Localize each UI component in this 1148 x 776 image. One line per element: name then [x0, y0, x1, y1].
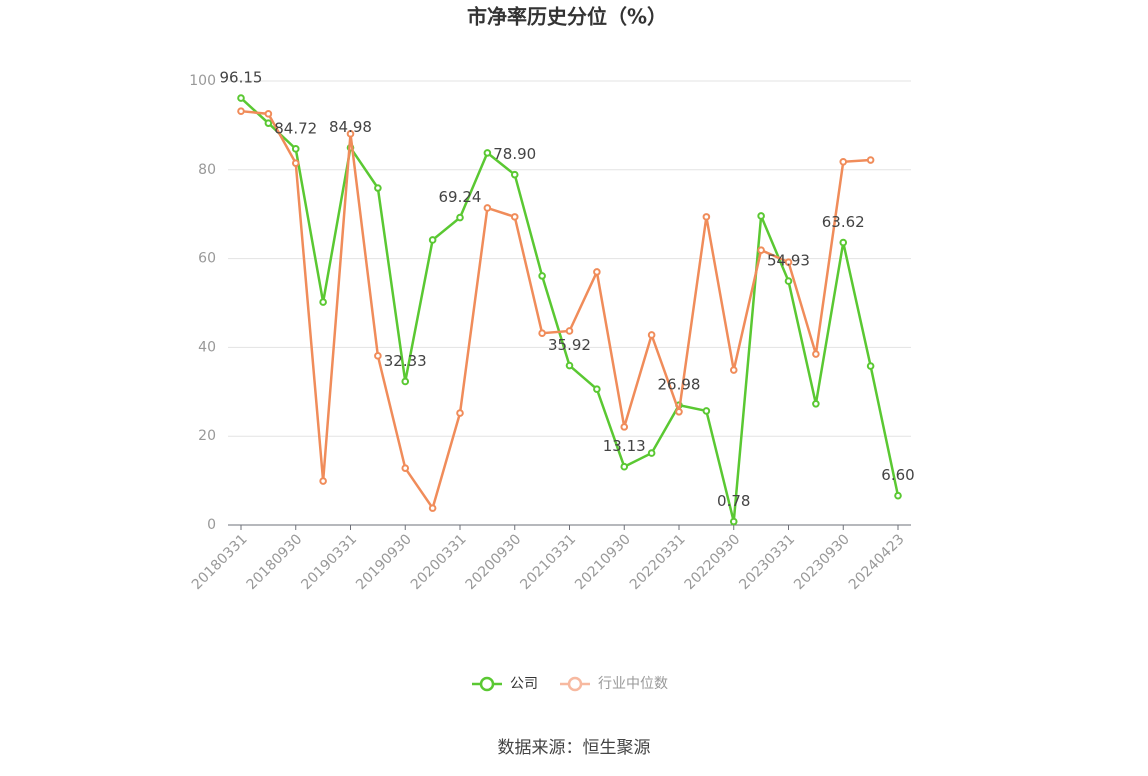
legend-marker — [479, 676, 495, 692]
data-point — [237, 107, 245, 115]
data-point — [291, 145, 300, 153]
data-point — [456, 409, 464, 417]
data-point — [401, 377, 410, 386]
data-point — [593, 385, 601, 393]
data-point — [784, 258, 793, 266]
x-tick-label: 20190930 — [353, 531, 415, 593]
data-label: 32.33 — [384, 352, 427, 370]
data-point — [784, 277, 793, 285]
data-point — [812, 350, 820, 358]
data-point — [538, 329, 546, 337]
x-tick-label: 20180930 — [244, 531, 306, 593]
legend-label: 行业中位数 — [598, 676, 668, 692]
data-label: 84.98 — [329, 118, 372, 136]
y-tick-label: 60 — [198, 251, 216, 267]
data-point — [319, 298, 327, 306]
x-tick-label: 20230930 — [791, 531, 853, 593]
data-point — [812, 399, 820, 408]
data-label: 13.13 — [603, 437, 646, 455]
data-point — [593, 268, 601, 276]
data-point — [620, 423, 629, 431]
x-tick-label: 20220930 — [682, 531, 744, 593]
data-point — [510, 170, 519, 179]
data-label: 84.72 — [274, 119, 317, 137]
data-point — [894, 491, 902, 500]
data-point — [264, 119, 273, 127]
data-point — [866, 156, 875, 164]
data-label: 26.98 — [658, 376, 701, 394]
series-line — [240, 97, 900, 522]
data-point — [675, 407, 683, 416]
chart-title: 市净率历史分位（%） — [467, 5, 667, 29]
data-label: 78.90 — [493, 145, 536, 163]
data-point — [401, 464, 410, 472]
data-point — [647, 449, 656, 457]
x-tick-label: 20230331 — [736, 531, 798, 593]
data-point — [757, 246, 765, 254]
data-point — [647, 331, 656, 339]
data-point — [483, 204, 492, 212]
data-point — [565, 361, 574, 370]
data-point — [620, 462, 629, 471]
data-point — [510, 213, 519, 221]
x-tick-label: 20210930 — [572, 531, 634, 593]
data-label: 0.78 — [717, 492, 750, 510]
source: 数据来源：恒生聚源 — [498, 738, 651, 758]
series-line — [240, 109, 871, 512]
legend-item[interactable]: 公司 — [472, 676, 538, 692]
data-point — [839, 238, 848, 247]
data-label: 69.24 — [439, 188, 482, 206]
data-point — [291, 159, 300, 167]
data-label: 63.62 — [822, 213, 865, 231]
x-tick-label: 20210331 — [517, 531, 579, 593]
data-label: 54.93 — [767, 252, 810, 270]
data-point — [428, 504, 437, 512]
data-point — [866, 362, 875, 370]
data-point — [237, 94, 245, 102]
y-tick-label: 0 — [207, 517, 216, 533]
data-point — [346, 130, 355, 138]
x-tick-label: 20200331 — [408, 531, 470, 593]
x-tick-label: 20220331 — [627, 531, 689, 593]
data-point — [729, 517, 738, 526]
data-point — [374, 184, 382, 192]
y-tick-label: 80 — [198, 162, 216, 178]
x-tick-label: 20190331 — [298, 531, 360, 593]
data-point — [702, 213, 711, 221]
data-label: 6.60 — [881, 466, 914, 484]
y-tick-label: 100 — [189, 73, 216, 89]
data-point — [729, 366, 738, 374]
data-point — [538, 272, 546, 280]
data-label: 35.92 — [548, 336, 591, 354]
data-point — [374, 352, 382, 360]
x-tick-label: 20240423 — [846, 531, 908, 593]
data-point — [428, 236, 437, 244]
data-point — [702, 407, 711, 415]
data-point — [839, 158, 848, 166]
data-point — [483, 149, 492, 157]
y-tick-label: 40 — [198, 339, 216, 355]
data-point — [565, 327, 574, 335]
legend-item[interactable]: 行业中位数 — [560, 676, 668, 692]
y-tick-label: 20 — [198, 428, 216, 444]
legend-label: 公司 — [510, 676, 538, 692]
data-label: 96.15 — [220, 69, 263, 87]
x-tick-label: 20180331 — [189, 531, 251, 593]
data-point — [456, 213, 464, 222]
data-point — [264, 110, 273, 118]
data-point — [757, 212, 765, 220]
data-point — [319, 477, 327, 485]
legend-marker — [567, 676, 583, 692]
x-tick-label: 20200930 — [463, 531, 525, 593]
